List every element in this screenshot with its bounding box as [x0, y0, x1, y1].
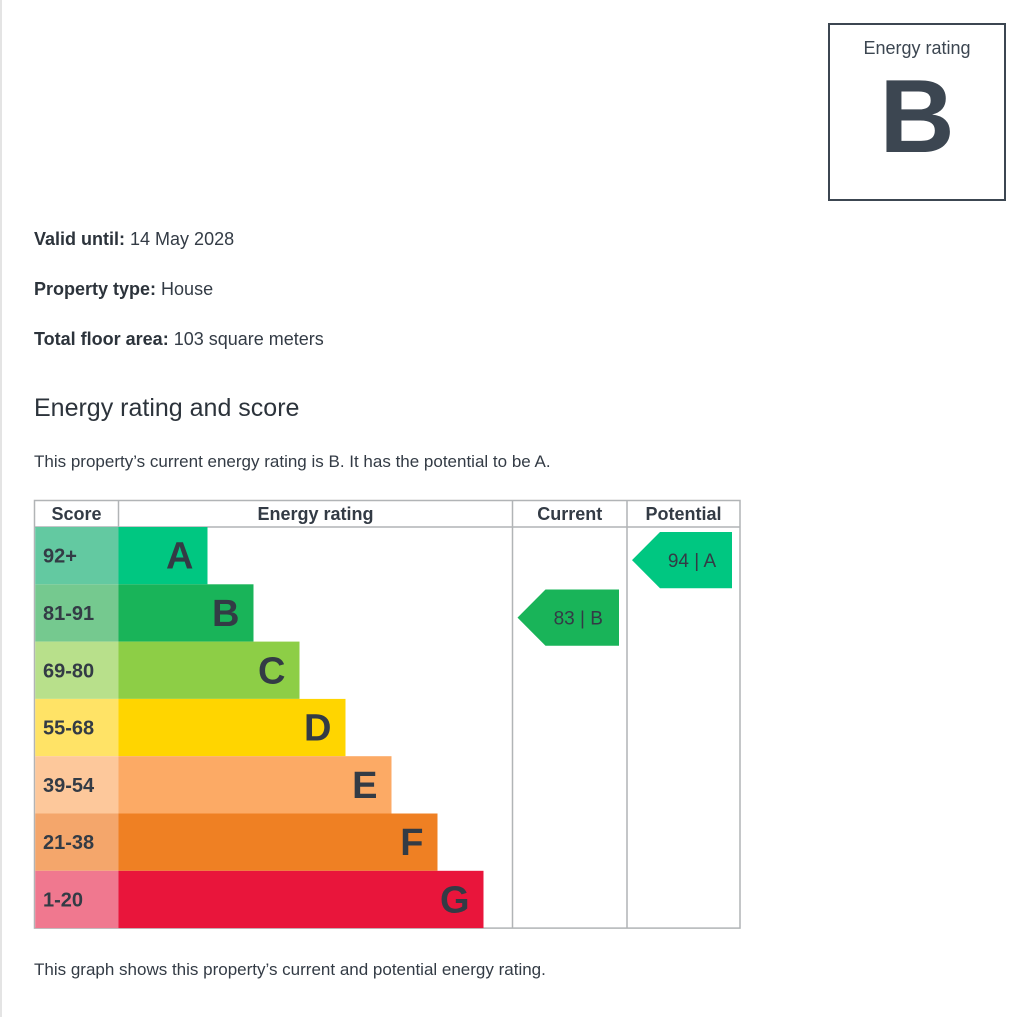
- score-range-f: 21-38: [43, 832, 94, 854]
- property-type-label: Property type:: [34, 279, 157, 299]
- score-range-c: 69-80: [43, 660, 94, 682]
- band-bar-a: [118, 527, 208, 585]
- property-type-value: House: [161, 279, 214, 299]
- energy-rating-badge: Energy rating B: [828, 23, 1006, 201]
- score-cell-g: [35, 870, 119, 929]
- header-potential: Potential: [645, 504, 721, 524]
- band-bar-f: [118, 813, 438, 871]
- score-cell-f: [35, 813, 119, 871]
- header-score: Score: [51, 504, 101, 524]
- band-letter-d: D: [304, 708, 331, 750]
- potential-rating-arrow: [632, 532, 732, 589]
- rating-summary: This property’s current energy rating is…: [34, 452, 551, 471]
- floor-area-value: 103 square meters: [173, 329, 324, 349]
- page-edge: [0, 0, 2, 1017]
- band-bar-b: [118, 584, 254, 642]
- header-current: Current: [537, 504, 602, 524]
- band-letter-a: A: [166, 536, 193, 578]
- band-letter-f: F: [400, 822, 423, 864]
- valid-until: Valid until: 14 May 2028: [34, 229, 234, 250]
- band-bar-c: [118, 641, 300, 699]
- total-floor-area: Total floor area: 103 square meters: [34, 329, 324, 350]
- score-range-e: 39-54: [43, 775, 95, 797]
- energy-rating-badge-label: Energy rating: [863, 38, 971, 58]
- score-cell-e: [35, 756, 119, 814]
- chart-border: [33, 499, 741, 929]
- energy-rating-chart: Score Energy rating Current Potential 92+ A 81…: [33, 499, 741, 929]
- band-letter-e: E: [352, 765, 377, 807]
- band-bar-g: [118, 870, 484, 929]
- score-cell-d: [35, 698, 119, 757]
- header-energy-rating: Energy rating: [257, 504, 373, 524]
- score-range-d: 55-68: [43, 718, 94, 740]
- band-letter-c: C: [258, 650, 285, 692]
- score-cell-c: [35, 641, 119, 699]
- score-cell-b: [35, 584, 119, 642]
- score-range-g: 1-20: [43, 889, 83, 911]
- chart-footnote: This graph shows this property’s current…: [34, 960, 546, 979]
- section-title: Energy rating and score: [34, 394, 300, 422]
- current-rating-label: 83 | B: [554, 609, 603, 630]
- property-type: Property type: House: [34, 279, 213, 300]
- score-cell-a: [35, 527, 119, 585]
- current-rating-arrow: [517, 589, 619, 646]
- band-bar-d: [118, 698, 346, 757]
- band-letter-g: G: [440, 879, 470, 921]
- band-letter-b: B: [212, 593, 239, 635]
- potential-rating-label: 94 | A: [668, 551, 717, 572]
- band-bar-e: [118, 756, 392, 814]
- valid-until-label: Valid until:: [34, 229, 126, 249]
- valid-until-value: 14 May 2028: [130, 229, 235, 249]
- score-range-a: 92+: [43, 546, 77, 568]
- score-range-b: 81-91: [43, 603, 94, 625]
- floor-area-label: Total floor area:: [34, 329, 169, 349]
- energy-rating-badge-value: B: [879, 59, 955, 175]
